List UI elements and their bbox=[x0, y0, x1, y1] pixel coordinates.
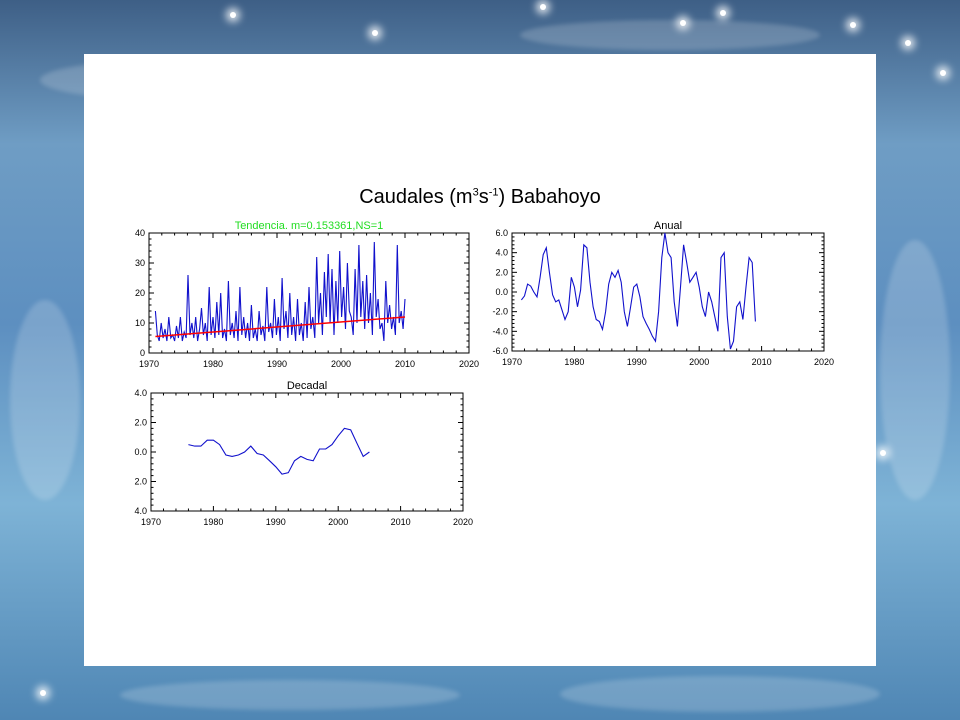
y-tick-label: -4.0 bbox=[492, 326, 508, 336]
title-sup-3: 3 bbox=[472, 186, 479, 199]
chart-title: Anual bbox=[654, 220, 682, 232]
y-tick-label: 0.0 bbox=[495, 287, 508, 297]
chart-title: Tendencia. m=0.153361,NS=1 bbox=[235, 220, 384, 232]
x-tick-label: 2000 bbox=[689, 357, 709, 367]
x-tick-label: 1980 bbox=[203, 517, 223, 527]
x-tick-label: 2010 bbox=[752, 357, 772, 367]
x-tick-label: 1970 bbox=[139, 359, 159, 369]
decadal-chart: Decadal 1970 1980 1990 2000 2010 2020 4.0 2.0 0.0… bbox=[134, 380, 473, 527]
series-line bbox=[520, 232, 756, 350]
x-tick-label: 2000 bbox=[331, 359, 351, 369]
y-tick-label: 0 bbox=[140, 348, 145, 358]
y-tick-label: 40 bbox=[135, 228, 145, 238]
y-tick-label: 4.0 bbox=[134, 388, 147, 398]
plot-frame bbox=[150, 392, 464, 512]
y-tick-label: -2.0 bbox=[492, 307, 508, 317]
slide-panel: Caudales (m3s-1) Babahoyo Tendencia. m=0… bbox=[84, 54, 876, 666]
y-tick-label: 6.0 bbox=[495, 228, 508, 238]
x-tick-label: 1970 bbox=[502, 357, 522, 367]
title-prefix: Caudales (m bbox=[359, 186, 473, 208]
title-suffix: ) Babahoyo bbox=[498, 186, 601, 208]
y-tick-label: 4.0 bbox=[134, 506, 147, 516]
x-tick-label: 1970 bbox=[141, 517, 161, 527]
x-tick-label: 2020 bbox=[814, 357, 834, 367]
x-tick-label: 1990 bbox=[627, 357, 647, 367]
y-tick-label: 2.0 bbox=[134, 418, 147, 428]
y-tick-label: 2.0 bbox=[134, 477, 147, 487]
x-tick-label: 1990 bbox=[266, 517, 286, 527]
y-tick-label: -6.0 bbox=[492, 346, 508, 356]
tendencia-chart: Tendencia. m=0.153361,NS=1 1970 1980 1990 20… bbox=[135, 220, 479, 369]
page-title: Caudales (m3s-1) Babahoyo bbox=[84, 186, 876, 209]
y-tick-label: 0.0 bbox=[134, 447, 147, 457]
x-tick-label: 2010 bbox=[391, 517, 411, 527]
y-tick-label: 10 bbox=[135, 318, 145, 328]
x-tick-label: 2020 bbox=[459, 359, 479, 369]
y-tick-label: 20 bbox=[135, 288, 145, 298]
anual-chart: Anual 1970 1980 1990 2000 2010 2020 -6.0 -4.0 -2.… bbox=[492, 220, 834, 367]
title-mid: s bbox=[478, 186, 489, 208]
chart-title: Decadal bbox=[287, 380, 327, 392]
y-tick-label: 2.0 bbox=[495, 267, 508, 277]
series-line bbox=[188, 427, 370, 475]
y-tick-label: 4.0 bbox=[495, 248, 508, 258]
trend-line bbox=[155, 316, 406, 338]
x-tick-label: 2010 bbox=[395, 359, 415, 369]
x-tick-label: 1980 bbox=[564, 357, 584, 367]
x-tick-label: 1990 bbox=[267, 359, 287, 369]
x-tick-label: 2000 bbox=[328, 517, 348, 527]
y-tick-label: 30 bbox=[135, 258, 145, 268]
x-tick-label: 1980 bbox=[203, 359, 223, 369]
title-sup-minus1: -1 bbox=[488, 186, 499, 199]
x-tick-label: 2020 bbox=[453, 517, 473, 527]
